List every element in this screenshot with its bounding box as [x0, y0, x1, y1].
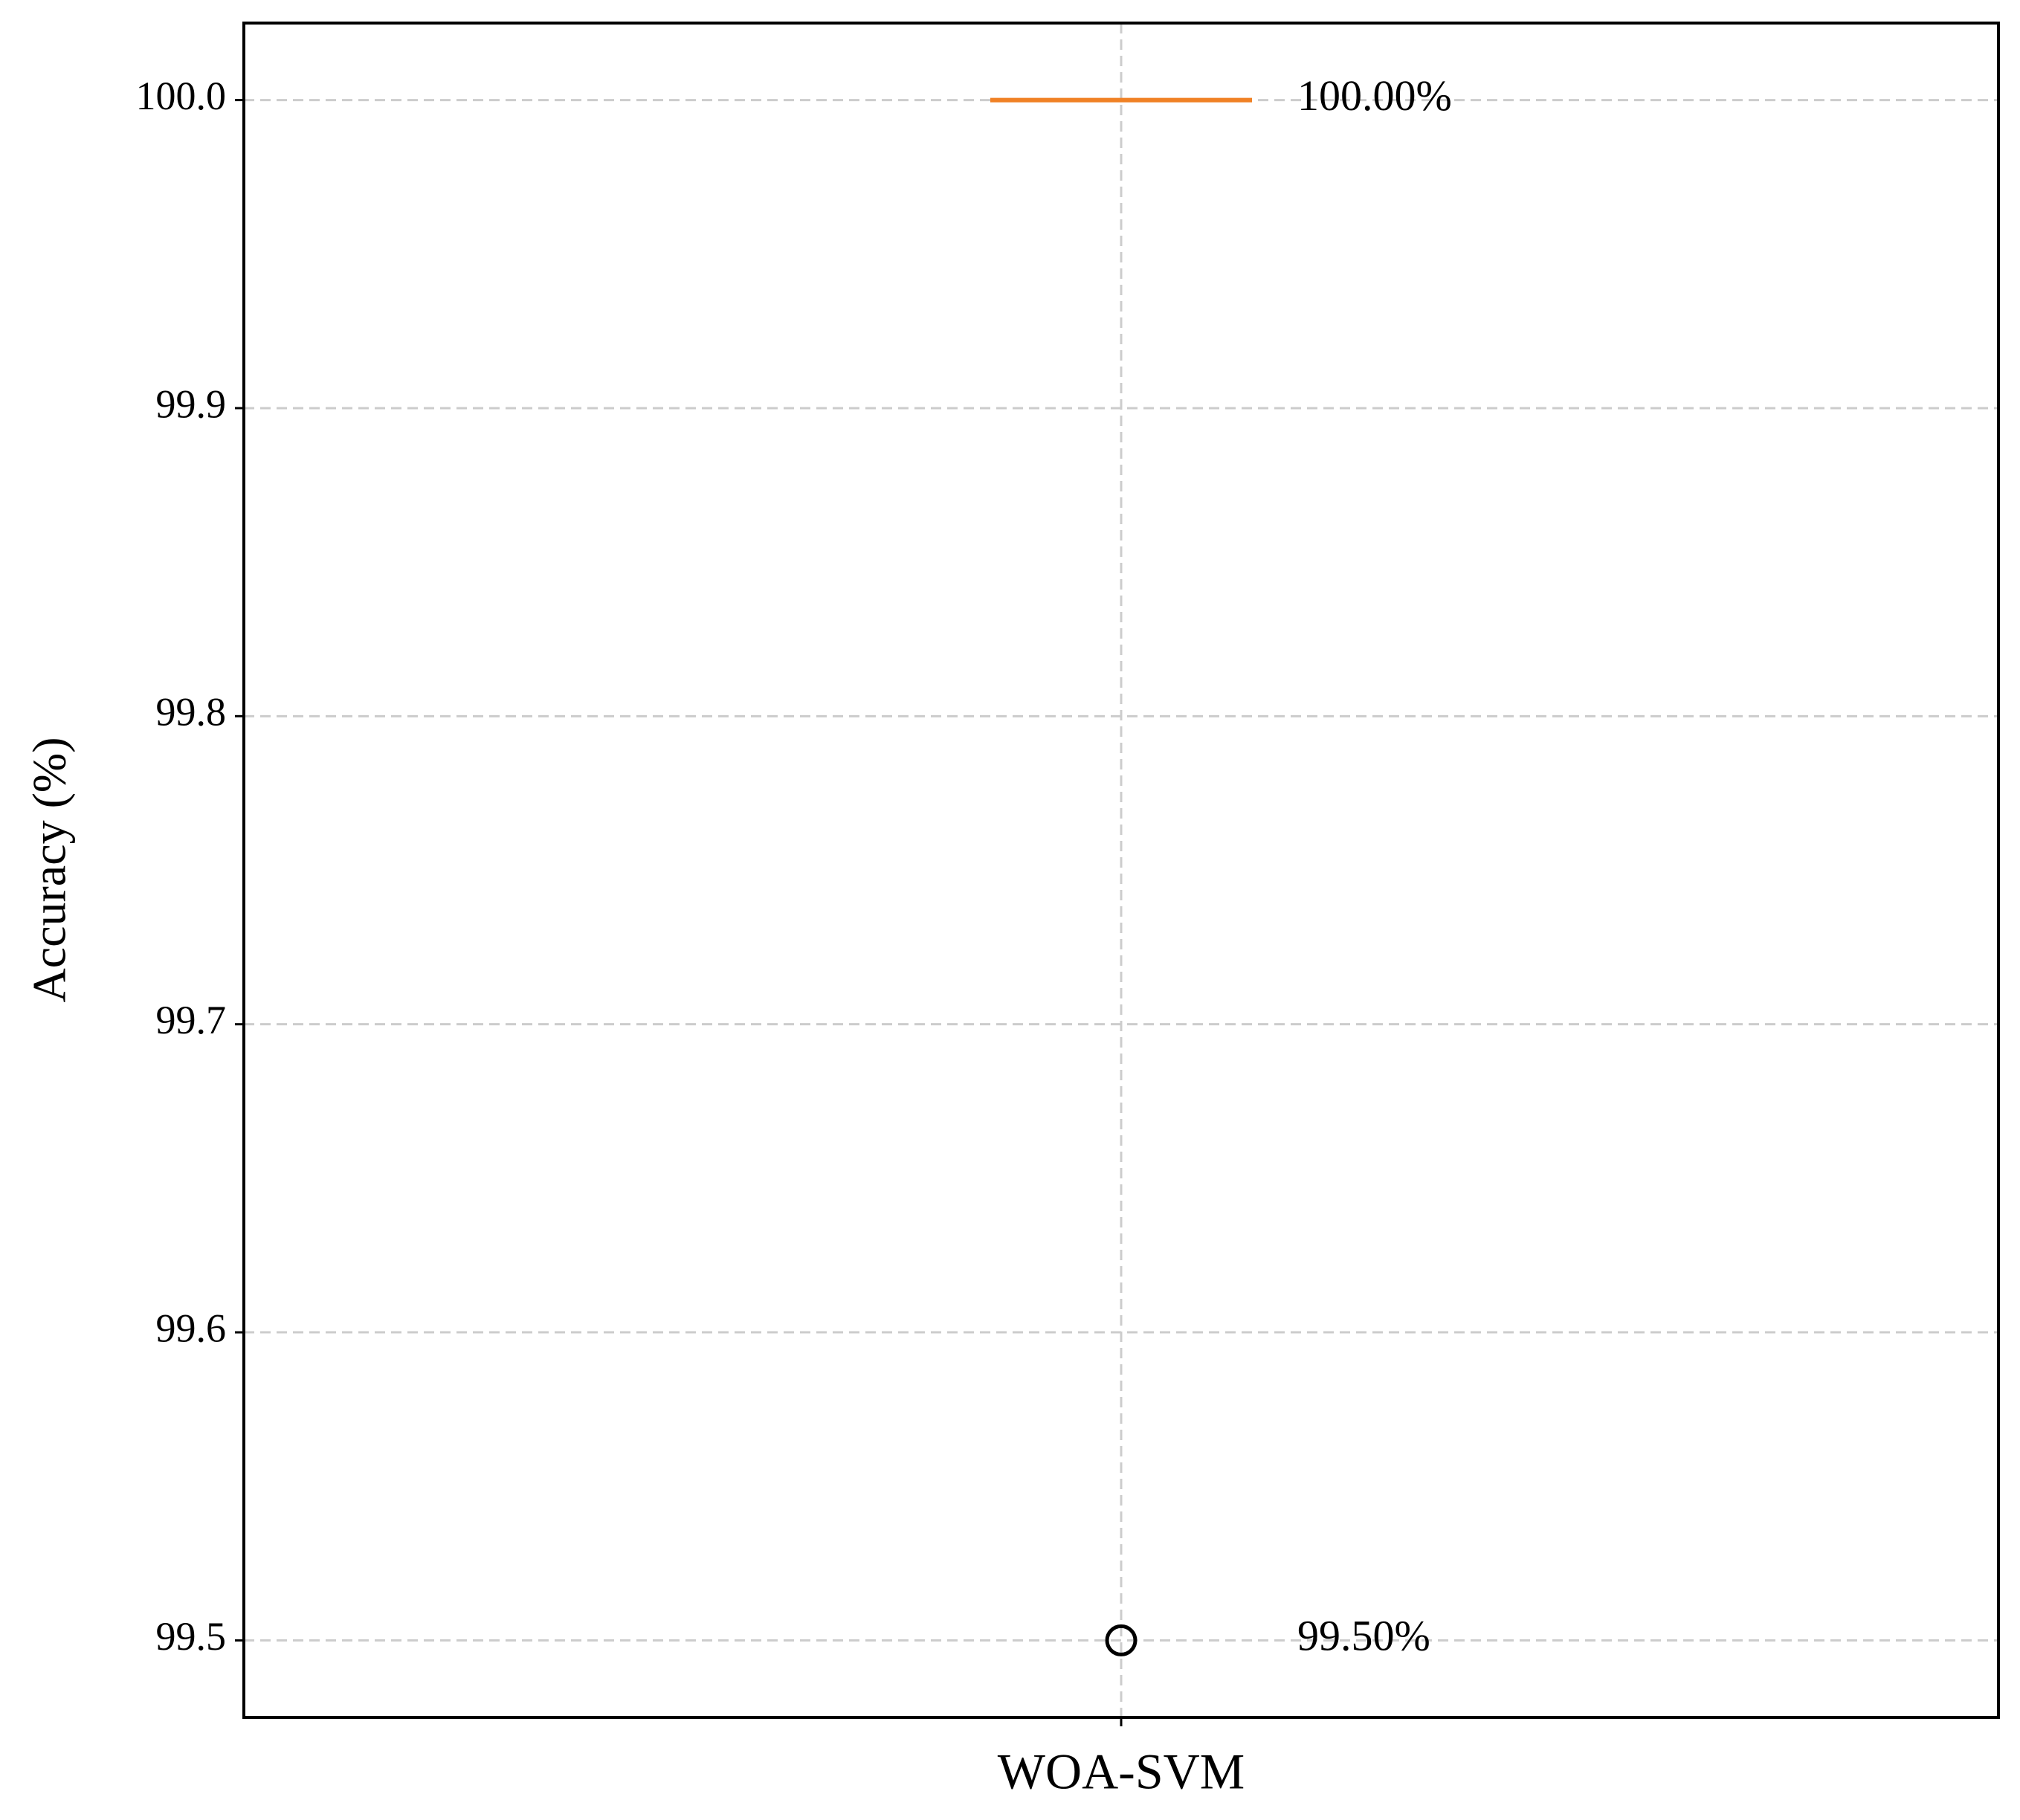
annotation: 99.50%: [1297, 1612, 1430, 1660]
y-tick-label: 99.6: [156, 1306, 227, 1350]
y-axis-label: Accuracy (%): [23, 737, 76, 1002]
y-tick-label: 100.0: [136, 74, 227, 118]
y-tick-label: 99.5: [156, 1614, 227, 1659]
plot-frame: [242, 22, 2000, 1719]
y-tick-label: 99.9: [156, 381, 227, 426]
x-tick-label: WOA-SVM: [998, 1743, 1245, 1800]
annotation: 100.00%: [1297, 71, 1452, 120]
y-tick-label: 99.7: [156, 998, 227, 1042]
outlier: [1105, 1624, 1138, 1656]
y-tick-label: 99.8: [156, 690, 227, 735]
